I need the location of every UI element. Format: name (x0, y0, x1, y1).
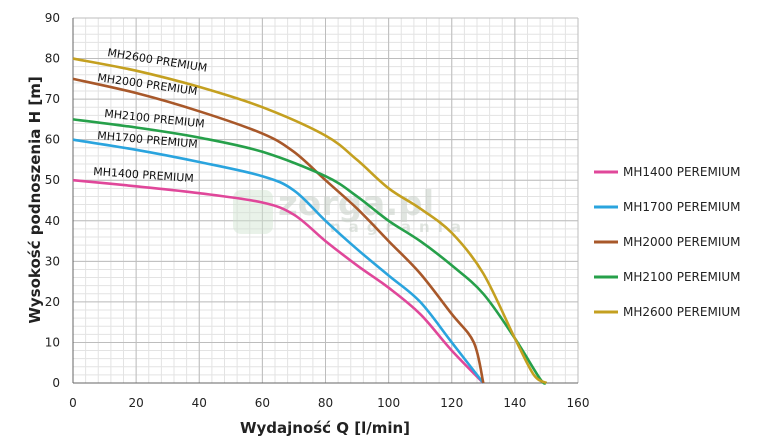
y-tick-label: 60 (45, 133, 60, 147)
x-axis-label: Wydajność Q [l/min] (240, 419, 410, 437)
series-lines (72, 57, 548, 385)
x-tick-label: 120 (440, 396, 463, 410)
watermark: zorga.pl nagrania (233, 184, 469, 236)
y-tick-label: 20 (45, 295, 60, 309)
watermark-sub: nagrania (330, 218, 469, 236)
x-tick-label: 20 (128, 396, 143, 410)
x-tick-label: 40 (192, 396, 207, 410)
y-tick-label: 0 (52, 376, 60, 390)
x-tick-label: 80 (318, 396, 333, 410)
legend: MH1400 PEREMIUM MH1700 PEREMIUM MH2000 PER… (594, 165, 741, 319)
y-tick-label: 50 (45, 173, 60, 187)
y-axis-label: Wysokość podnoszenia H [m] (26, 76, 44, 323)
legend-item-label: MH2600 PEREMIUM (623, 305, 741, 319)
watermark-logo (233, 190, 273, 234)
series-line-mh1700 (72, 138, 485, 384)
y-tick-label: 70 (45, 92, 60, 106)
series-line-mh1400 (72, 178, 485, 384)
series-line-mh2600 (72, 57, 548, 385)
x-tick-label: 100 (377, 396, 400, 410)
series-line-mh2000 (72, 77, 485, 384)
x-tick-labels: 0 20 40 60 80 100 120 140 160 (69, 396, 589, 410)
watermark-brand: zorga.pl (278, 184, 434, 224)
legend-item-label: MH2000 PEREMIUM (623, 235, 741, 249)
x-tick-label: 160 (567, 396, 590, 410)
y-tick-label: 90 (45, 11, 60, 25)
series-curve-label: MH1400 PREMIUM (93, 165, 194, 185)
y-tick-label: 30 (45, 254, 60, 268)
x-tick-label: 140 (503, 396, 526, 410)
y-tick-label: 40 (45, 214, 60, 228)
series-curve-label: MH2100 PREMIUM (104, 107, 206, 130)
x-tick-label: 60 (255, 396, 270, 410)
legend-item-label: MH2100 PEREMIUM (623, 270, 741, 284)
y-tick-label: 10 (45, 335, 60, 349)
legend-item-label: MH1400 PEREMIUM (623, 165, 741, 179)
x-tick-label: 0 (69, 396, 77, 410)
y-tick-labels: 0 10 20 30 40 50 60 70 80 90 (45, 11, 60, 390)
y-tick-label: 80 (45, 52, 60, 66)
legend-item-label: MH1700 PEREMIUM (623, 200, 741, 214)
